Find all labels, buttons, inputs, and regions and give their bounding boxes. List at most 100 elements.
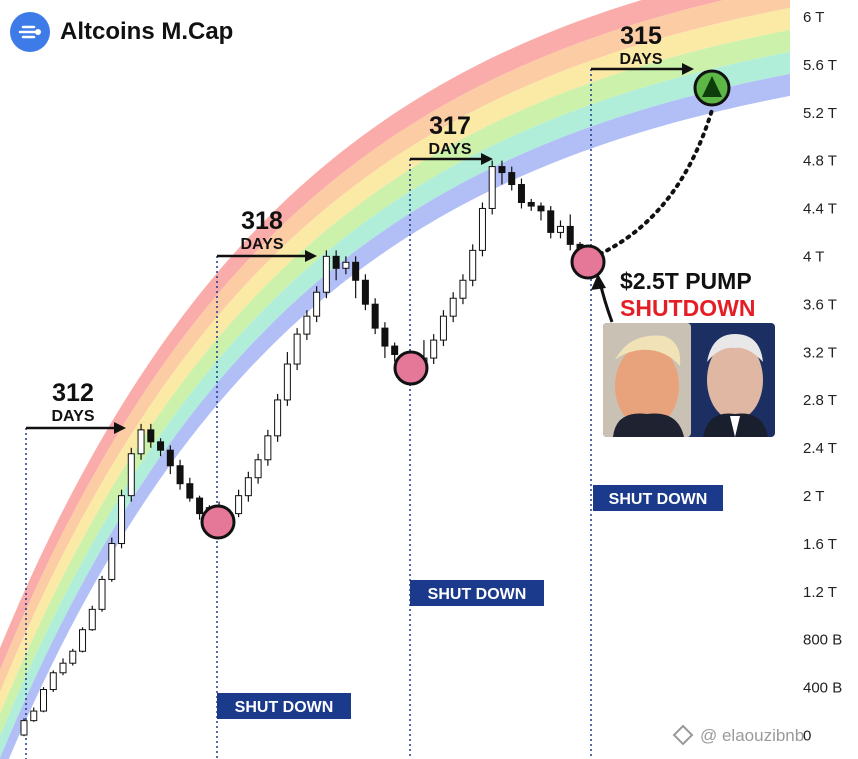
projection-path (598, 108, 714, 256)
shutdown-label: SHUT DOWN (410, 580, 544, 606)
candle (556, 225, 564, 233)
svg-text:312: 312 (52, 379, 94, 407)
y-tick-label: 2.4 T (803, 440, 837, 457)
cycle-annotation-312: 312 DAYS (26, 379, 126, 434)
candle (274, 399, 282, 437)
svg-text:DAYS: DAYS (241, 236, 284, 253)
shutdown-label: SHUT DOWN (593, 485, 723, 511)
shutdown-label: SHUT DOWN (217, 693, 351, 719)
y-tick-label: 2 T (803, 488, 824, 505)
candle (79, 629, 87, 652)
candle (322, 255, 330, 293)
rainbow-band (0, 0, 790, 692)
candle (98, 578, 106, 610)
chart-header: Altcoins M.Cap (10, 12, 233, 52)
candle (459, 279, 467, 299)
svg-text:DAYS: DAYS (52, 408, 95, 425)
y-tick-label: 4.4 T (803, 201, 837, 218)
pump-callout: $2.5T PUMP SHUTDOWN (591, 268, 755, 323)
candle (166, 449, 174, 467)
chart-title: Altcoins M.Cap (60, 18, 234, 45)
candle (478, 207, 486, 251)
candle (59, 662, 67, 674)
candle (303, 315, 311, 335)
candle (361, 279, 369, 305)
candles (20, 160, 584, 737)
candle (196, 497, 204, 515)
y-tick-label: 4.8 T (803, 153, 837, 170)
candle (517, 184, 525, 203)
svg-text:317: 317 (429, 112, 471, 140)
candle (566, 225, 574, 245)
cycle-low-marker (200, 504, 236, 540)
candle (244, 477, 252, 497)
cycle-annotation-315: 315 DAYS (591, 22, 694, 75)
y-tick-label: 2.8 T (803, 392, 837, 409)
candle (498, 166, 506, 174)
candle (547, 210, 555, 233)
candle (439, 315, 447, 341)
candle (30, 710, 38, 722)
candle (537, 205, 545, 212)
y-tick-label: 0 (803, 728, 811, 745)
watermark: @ elaouzibnb (672, 724, 804, 746)
cycle-annotation-318: 318 DAYS (217, 207, 317, 262)
svg-text:$2.5T PUMP: $2.5T PUMP (620, 268, 752, 294)
rainbow-bands (0, 0, 790, 759)
svg-text:315: 315 (620, 22, 662, 50)
candle (157, 441, 165, 451)
candle (186, 483, 194, 499)
svg-text:@ elaouzibnb: @ elaouzibnb (700, 726, 804, 745)
candle (235, 495, 243, 515)
candle (508, 172, 516, 186)
candle (527, 201, 535, 207)
y-tick-label: 3.2 T (803, 344, 837, 361)
candle (40, 689, 48, 712)
candle (108, 543, 116, 580)
candle (20, 720, 28, 736)
svg-text:SHUT DOWN: SHUT DOWN (235, 699, 334, 716)
svg-text:SHUT DOWN: SHUT DOWN (428, 586, 527, 603)
candle (313, 291, 321, 317)
candle (283, 363, 291, 401)
candle (69, 650, 77, 664)
candle (254, 459, 262, 479)
candle (430, 339, 438, 359)
candle (371, 303, 379, 329)
cycle-low-marker (570, 244, 606, 280)
svg-text:SHUTDOWN: SHUTDOWN (620, 295, 755, 321)
svg-text:DAYS: DAYS (429, 141, 472, 158)
up-triangle-icon (702, 76, 722, 97)
candle (342, 261, 350, 269)
cycle-low-marker (393, 350, 429, 386)
portrait-photo (603, 323, 775, 437)
y-tick-label: 5.2 T (803, 105, 837, 122)
cycle-annotation-317: 317 DAYS (410, 112, 493, 165)
candle (88, 608, 96, 631)
candle (332, 255, 340, 269)
candle (49, 672, 57, 691)
y-axis-ticks: 6 T 5.6 T 5.2 T 4.8 T 4.4 T 4 T 3.6 T 3.2 T 2.8 … (803, 9, 842, 745)
y-tick-label: 1.2 T (803, 584, 837, 601)
candle (352, 261, 360, 281)
svg-text:DAYS: DAYS (620, 51, 663, 68)
candle (293, 333, 301, 365)
candle (391, 345, 399, 355)
candle (127, 453, 135, 497)
candle (137, 429, 145, 455)
candle (449, 297, 457, 317)
y-tick-label: 400 B (803, 680, 842, 697)
y-tick-label: 5.6 T (803, 57, 837, 74)
y-tick-label: 3.6 T (803, 296, 837, 313)
candle (176, 465, 184, 485)
candle (264, 435, 272, 461)
candle (469, 249, 477, 281)
cmc-logo-icon (10, 12, 50, 52)
svg-text:SHUT DOWN: SHUT DOWN (609, 491, 708, 508)
svg-text:318: 318 (241, 207, 283, 235)
candle (147, 429, 155, 443)
y-tick-label: 6 T (803, 9, 824, 26)
y-tick-label: 800 B (803, 632, 842, 649)
candle (118, 495, 126, 545)
